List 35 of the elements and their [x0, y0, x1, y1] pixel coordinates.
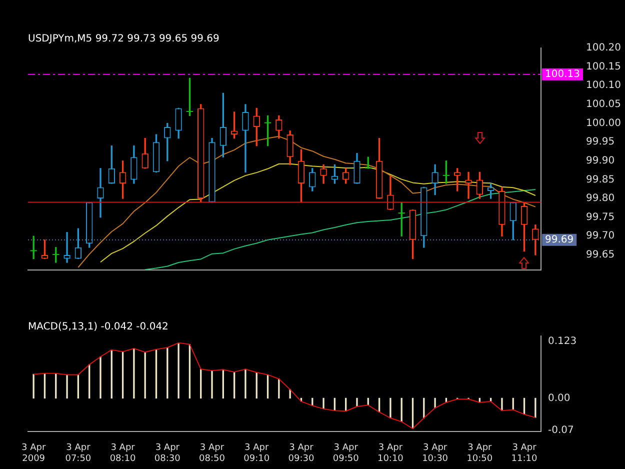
candlestick — [30, 236, 37, 260]
x-tick-label: 3 Apr 07:50 — [65, 443, 92, 464]
x-tick-label: 3 Apr 10:30 — [422, 443, 448, 464]
x-tick-label: 3 Apr 11:10 — [511, 443, 538, 464]
y-tick-label: 99.95 — [586, 136, 615, 148]
y-tick-label: 100.05 — [586, 99, 621, 110]
chart-title: MACD(5,13,1) -0.042 -0.042 — [28, 322, 168, 333]
y-tick-label: 100.10 — [586, 80, 621, 92]
y-tick-label: 99.90 — [586, 155, 615, 166]
x-tick-label: 3 Apr 09:50 — [332, 443, 360, 464]
y-tick-label: 99.65 — [586, 250, 615, 261]
candlestick — [97, 168, 104, 218]
y-tick-label: 99.85 — [586, 174, 615, 186]
y-tick-label: 100.00 — [586, 118, 621, 129]
y-tick-label: 100.15 — [586, 61, 621, 72]
ref-line-label: 99.69 — [545, 234, 574, 246]
x-tick-label: 3 Apr 08:10 — [110, 443, 136, 464]
x-tick-label: 3 Apr 09:10 — [244, 443, 270, 464]
y-tick-label: 100.20 — [586, 42, 621, 54]
x-tick-label: 3 Apr 2009 — [21, 443, 46, 464]
y-tick-label: 99.80 — [586, 193, 615, 204]
x-tick-label: 3 Apr 10:50 — [466, 443, 493, 464]
y-tick-label: 0.00 — [548, 392, 570, 404]
y-tick-label: 99.75 — [586, 212, 615, 223]
ref-line-label: 100.13 — [545, 68, 580, 80]
x-tick-label: 3 Apr 08:50 — [199, 443, 226, 464]
candlestick — [64, 232, 70, 263]
y-tick-label: 0.123 — [548, 336, 577, 348]
x-tick-label: 3 Apr 09:30 — [288, 443, 314, 464]
y-tick-label: 99.70 — [586, 230, 615, 242]
y-tick-label: -0.07 — [548, 425, 574, 436]
x-tick-label: 3 Apr 10:10 — [377, 443, 404, 464]
chart-title: USDJPYm,M5 99.72 99.73 99.65 99.69 — [28, 34, 220, 45]
x-tick-label: 3 Apr 08:30 — [154, 443, 181, 464]
candlestick — [465, 172, 472, 199]
